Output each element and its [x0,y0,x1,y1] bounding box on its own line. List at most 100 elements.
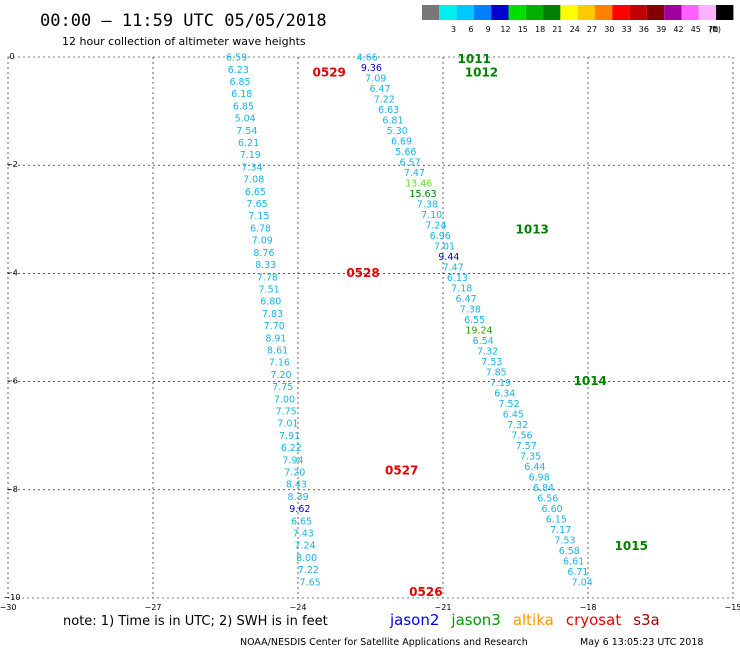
wave-height-value: 7.75 [276,406,297,417]
time-label: 1012 [465,66,498,80]
legend-tick-label: 39 [656,25,666,34]
wave-height-value: 7.22 [298,565,319,576]
wave-height-value: 5.66 [395,147,416,158]
wave-height-value: 7.19 [240,150,261,161]
wave-height-value: 9.44 [438,252,459,263]
wave-height-value: 6.34 [494,388,515,399]
time-label: 1011 [458,52,491,66]
x-tick-label: −27 [145,603,162,612]
wave-height-value: 6.59 [226,53,247,64]
wave-height-value: 6.13 [447,273,468,284]
wave-height-value: 6.58 [559,546,580,557]
wave-height-value: 6.96 [430,231,451,242]
wave-height-value: 7.53 [481,357,502,368]
wave-height-value: 7.70 [264,321,285,332]
wave-height-value: 7.47 [404,168,425,179]
legend-tick-label: 18 [535,25,545,34]
wave-height-value: 8.33 [255,260,276,271]
wave-height-value: 6.69 [391,137,412,148]
wave-height-value: 6.55 [464,315,485,326]
wave-height-value: 9.36 [361,63,382,74]
y-tick-label: −8 [6,485,18,494]
wave-height-value: 7.18 [451,283,472,294]
date-label: 0529 [313,66,346,80]
wave-height-tracks: 6.596.236.856.186.855.047.546.217.197.34… [226,53,593,589]
wave-height-value: 6.61 [563,556,584,567]
wave-height-value: 6.22 [281,443,302,454]
wave-height-value: 6.63 [378,105,399,116]
wave-height-value: 7.32 [477,346,498,357]
x-tick-label: −30 [0,603,16,612]
wave-height-value: 5.04 [235,114,256,125]
map-title: 00:00 – 11:59 UTC 05/05/2018 [40,11,327,31]
satellite-legend: jason2 jason3 altika cryosat s3a [389,611,660,629]
wave-height-value: 8.76 [253,248,274,259]
wave-height-value: 9.62 [289,504,310,515]
legend-tick-label: 15 [518,25,528,34]
legend-tick-label: 70 [708,25,718,34]
wave-height-value: 6.44 [524,462,545,473]
wave-height-value: 7.04 [572,577,593,588]
wave-height-value: 7.85 [486,367,507,378]
wave-height-value: 8.43 [286,480,307,491]
legend-tick-label: 6 [468,25,473,34]
satellite-name: cryosat [566,611,621,629]
legend-tick-label: 33 [622,25,632,34]
time-label: 1015 [615,539,648,553]
wave-height-value: 6.45 [503,409,524,420]
wave-height-value: 6.54 [473,336,494,347]
legend-swatch [456,5,474,20]
wave-height-value: 6.85 [233,101,254,112]
footer-timestamp: May 6 13:05:23 UTC 2018 [580,637,703,648]
wave-height-value: 6.57 [400,158,421,169]
wave-height-value: 7.65 [247,199,268,210]
legend-tick-label: 27 [587,25,597,34]
wave-height-value: 6.71 [567,567,588,578]
wave-height-value: 6.56 [537,493,558,504]
wave-height-value: 15.63 [409,189,436,200]
legend-swatch [698,5,717,20]
wave-height-value: 6.18 [231,89,252,100]
wave-height-value: 6.47 [455,294,476,305]
wave-height-value: 6.23 [228,65,249,76]
footer-note: note: 1) Time is in UTC; 2) SWH is in fe… [63,614,328,629]
x-tick-label: −15 [725,603,740,612]
wave-height-value: 19.24 [465,325,492,336]
wave-height-value: 7.65 [300,577,321,588]
legend-tick-label: 36 [639,25,649,34]
x-tick-label: −18 [580,603,597,612]
wave-height-value: 7.22 [374,95,395,106]
footer-credit: NOAA/NESDIS Center for Satellite Applica… [240,637,528,648]
wave-height-value: 7.00 [274,394,295,405]
wave-height-value: 7.32 [507,420,528,431]
satellite-name: jason3 [450,611,500,629]
time-label: 1013 [516,223,549,237]
wave-height-value: 7.20 [284,468,305,479]
wave-height-value: 6.47 [369,84,390,95]
color-legend: 3 6 9 12 15 18 21 24 27 30 33 36 39 42 45 70 [422,5,734,34]
wave-height-value: 5.30 [387,126,408,137]
wave-height-value: 7.57 [516,441,537,452]
legend-swatch [664,5,682,20]
satellite-name: jason2 [389,611,439,629]
x-tick-label: −21 [435,603,452,612]
date-label: 0527 [385,463,418,477]
wave-height-value: 7.83 [262,309,283,320]
wave-height-value: 7.51 [259,284,280,295]
legend-swatch [491,5,509,20]
legend-swatch [612,5,630,20]
wave-height-value: 7.35 [520,451,541,462]
map-grid [8,57,733,598]
y-tick-label: −10 [4,593,21,602]
wave-height-value: 8.91 [265,333,286,344]
wave-height-value: 6.98 [529,472,550,483]
y-axis-ticks: 0 −2 −4 −6 −8 −10 [4,52,21,602]
wave-height-value: 7.17 [550,525,571,536]
wave-height-value: 7.47 [443,262,464,273]
satellite-name: s3a [633,611,660,629]
wave-height-value: 6.21 [238,138,259,149]
wave-height-value: 6.80 [260,297,281,308]
legend-tick-label: 3 [451,25,456,34]
wave-height-value: 7.15 [248,211,269,222]
wave-height-value: 7.16 [269,358,290,369]
